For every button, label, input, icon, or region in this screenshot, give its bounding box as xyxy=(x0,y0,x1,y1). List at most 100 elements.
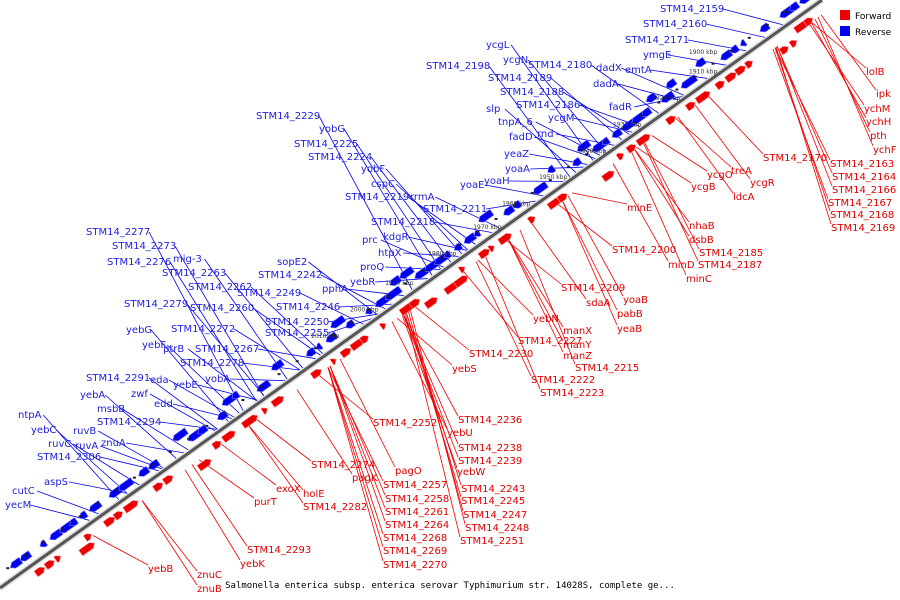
connector-reverse xyxy=(148,231,246,416)
connector-reverse xyxy=(187,348,261,405)
gene-label-forward: yebW xyxy=(457,467,485,478)
connector-reverse xyxy=(230,378,293,382)
gene-label-reverse: STM14_2294 xyxy=(97,417,161,428)
connector-forward xyxy=(484,254,541,390)
tick-mark xyxy=(404,282,408,285)
connector-reverse xyxy=(705,23,772,40)
gene-reverse xyxy=(197,424,209,435)
gene-forward xyxy=(378,322,387,331)
tick-mark xyxy=(114,489,118,492)
gene-forward xyxy=(53,555,62,564)
connector-reverse xyxy=(534,136,601,161)
gene-label-reverse: STM14_2171 xyxy=(625,35,689,46)
gene-label-forward: ycgO xyxy=(707,170,733,181)
connector-forward xyxy=(776,46,833,187)
gene-label-forward: znuC xyxy=(197,570,222,581)
gene-label-reverse: STM14_2198 xyxy=(426,61,490,72)
gene-forward xyxy=(802,17,814,27)
genome-backbone xyxy=(0,0,824,591)
gene-reverse xyxy=(789,0,801,12)
connector-forward xyxy=(405,311,462,486)
scale-tick-label: 1930 kbp xyxy=(613,121,641,128)
gene-label-forward: yebN xyxy=(533,314,559,325)
connector-forward xyxy=(694,104,751,180)
gene-label-forward: STM14_2223 xyxy=(540,388,604,399)
gene-label-reverse: STM14_2246 xyxy=(276,302,340,313)
connector-forward xyxy=(630,150,687,276)
gene-forward xyxy=(625,144,637,154)
gene-label-reverse: STM14_2272 xyxy=(171,324,235,335)
gene-label-reverse: fadR xyxy=(609,102,632,113)
connector-reverse xyxy=(403,252,467,258)
gene-label-forward: STM14_2209 xyxy=(561,283,625,294)
gene-label-forward: STM14_2239 xyxy=(458,456,522,467)
tick-mark xyxy=(621,127,625,130)
connector-forward xyxy=(191,464,248,547)
scale-tick-label: 1970 kbp xyxy=(473,224,501,231)
connector-reverse xyxy=(69,481,134,495)
connector-forward xyxy=(776,46,833,174)
gene-label-forward: STM14_2261 xyxy=(385,507,449,518)
gene-forward xyxy=(684,101,696,112)
connector-reverse xyxy=(148,377,222,433)
connector-reverse xyxy=(126,442,191,455)
gene-label-reverse: STM14_2255 xyxy=(265,328,329,339)
gene-label-reverse: zwf xyxy=(131,389,148,400)
gene-reverse xyxy=(503,204,516,216)
gene-label-reverse: STM14_2219 xyxy=(345,192,409,203)
connector-forward xyxy=(329,365,386,522)
gene-reverse xyxy=(641,106,653,117)
connector-reverse xyxy=(299,292,369,328)
connector-reverse xyxy=(650,69,715,80)
gene-label-reverse: eda xyxy=(150,375,169,386)
gene-labels: STM14_2159STM14_2160STM14_2171ymgEemtAda… xyxy=(5,4,897,595)
tick-mark xyxy=(639,114,643,117)
tick-mark xyxy=(440,256,444,259)
gene-label-reverse: dadX xyxy=(596,63,622,74)
gene-label-reverse: yoaA xyxy=(505,164,530,175)
gene-reverse xyxy=(443,250,453,259)
gene-forward xyxy=(733,65,746,77)
gene-label-reverse: STM14_2224 xyxy=(308,152,372,163)
tick-mark xyxy=(187,437,191,440)
gene-reverse xyxy=(695,56,707,68)
gene-label-reverse: ntpA xyxy=(18,410,42,421)
gene-forward xyxy=(260,407,268,415)
tick-mark xyxy=(96,502,100,505)
gene-reverse xyxy=(231,390,241,399)
connector-forward xyxy=(519,229,576,365)
gene-label-reverse: STM14_2306 xyxy=(37,452,101,463)
gene-label-forward: exoX xyxy=(276,484,301,495)
gene-forward xyxy=(788,39,798,49)
connector-forward xyxy=(775,46,832,225)
gene-reverse xyxy=(118,477,135,491)
tick-mark xyxy=(295,360,299,363)
gene-reverse xyxy=(384,285,403,301)
gene-label-forward: yebS xyxy=(452,364,477,375)
gene-label-forward: STM14_2238 xyxy=(458,443,522,454)
gene-reverse xyxy=(138,465,151,477)
gene-label-reverse: slp xyxy=(486,104,500,115)
gene-label-forward: STM14_2185 xyxy=(699,248,763,259)
tick-mark xyxy=(367,308,371,311)
connector-forward xyxy=(707,95,764,155)
gene-label-forward: pagK xyxy=(352,473,378,484)
gene-label-reverse: edd xyxy=(154,399,173,410)
gene-label-forward: yeaB xyxy=(617,324,642,335)
gene-label-forward: STM14_2293 xyxy=(247,545,311,556)
gene-label-reverse: ruvC xyxy=(48,439,71,450)
connector-reverse xyxy=(55,429,132,497)
tick-mark xyxy=(783,10,787,13)
gene-label-reverse: STM14_2225 xyxy=(294,139,358,150)
gene-label-reverse: STM14_2189 xyxy=(488,73,552,84)
gene-label-forward: holE xyxy=(303,489,325,500)
gene-label-reverse: yobA xyxy=(205,374,230,385)
gene-label-forward: yebK xyxy=(240,559,265,570)
connector-forward xyxy=(329,365,386,509)
gene-label-forward: STM14_2257 xyxy=(383,480,447,491)
gene-label-reverse: ruvB xyxy=(73,426,96,437)
gene-label-forward: pth xyxy=(870,131,887,142)
tick-mark xyxy=(60,528,64,531)
legend: Forward Reverse xyxy=(840,10,892,38)
gene-label-forward: ycgR xyxy=(750,178,775,189)
